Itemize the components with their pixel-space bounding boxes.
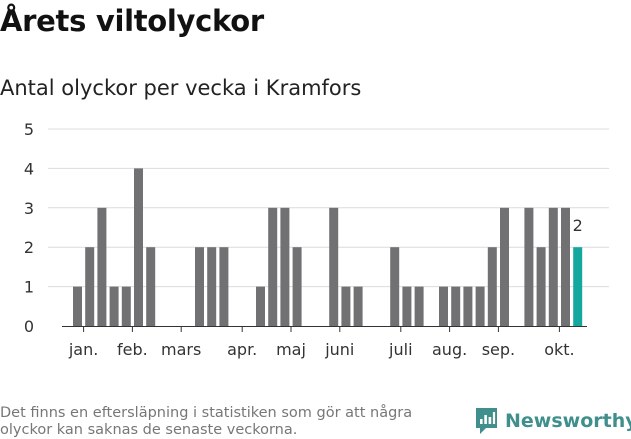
x-axis-ticks: jan. feb. mars apr. maj juni juli aug. sep. okt.	[68, 327, 575, 359]
bar-week-34	[475, 286, 485, 326]
brand-name: Newsworthy	[505, 410, 631, 432]
y-axis-ticks: 0 1 2 3 4 5	[24, 120, 34, 336]
x-tick-label: apr.	[227, 340, 257, 359]
bar-week-19	[292, 247, 302, 326]
y-tick-label: 3	[24, 199, 34, 218]
x-tick-label: mars	[161, 340, 201, 359]
bar-week-18	[280, 207, 290, 326]
y-tick-label: 1	[24, 278, 34, 297]
bar-week-7	[146, 247, 156, 326]
bar-week-42	[573, 247, 583, 326]
x-tick-label: maj	[276, 340, 306, 359]
x-tick-label: jan.	[68, 340, 98, 359]
bar-week-22	[329, 207, 339, 326]
bar-week-4	[109, 286, 119, 326]
y-tick-label: 5	[24, 120, 34, 139]
bar-week-38	[524, 207, 534, 326]
bar-week-11	[195, 247, 204, 326]
bar-week-1	[73, 286, 82, 326]
bar-week-33	[463, 286, 473, 326]
y-tick-label: 2	[24, 238, 34, 257]
x-tick-label: juli	[388, 340, 412, 359]
bar-week-40	[548, 207, 558, 326]
highlight-value-label: 2	[573, 216, 583, 235]
bar-week-12	[207, 247, 217, 326]
bar-week-13	[219, 247, 229, 326]
bar-week-27	[390, 247, 400, 326]
bar-week-17	[268, 207, 278, 326]
bar-week-31	[439, 286, 448, 326]
chart-subtitle: Antal olyckor per vecka i Kramfors	[0, 76, 362, 100]
brand-logo[interactable]: Newsworthy	[474, 406, 631, 436]
bar-week-16	[256, 286, 265, 326]
x-tick-label: aug.	[432, 340, 467, 359]
bar-week-3	[97, 207, 107, 326]
bar-week-2	[85, 247, 95, 326]
bars	[73, 168, 583, 326]
bar-week-32	[451, 286, 461, 326]
bar-week-23	[341, 286, 351, 326]
bar-week-35	[487, 247, 497, 326]
y-tick-label: 4	[24, 159, 34, 178]
bar-week-5	[121, 286, 131, 326]
bar-week-29	[414, 286, 424, 326]
bar-chart: 0 1 2 3 4 5 jan. feb. mars apr. maj juni juli aug. se…	[24, 120, 609, 359]
bar-week-39	[536, 247, 546, 326]
x-tick-label: feb.	[117, 340, 148, 359]
x-tick-label: sep.	[482, 340, 515, 359]
x-tick-label: juni	[324, 340, 354, 359]
bar-week-36	[500, 207, 509, 326]
chart-title: Årets viltolyckor	[0, 4, 264, 38]
data-labels: 2	[573, 216, 583, 235]
bar-week-28	[402, 286, 412, 326]
newsworthy-icon	[476, 408, 497, 434]
bar-week-24	[353, 286, 363, 326]
x-tick-label: okt.	[544, 340, 574, 359]
bar-week-41	[561, 207, 570, 326]
footnote: Det finns en eftersläpning i statistiken…	[0, 405, 413, 438]
bar-week-6	[134, 168, 143, 326]
y-tick-label: 0	[24, 317, 34, 336]
